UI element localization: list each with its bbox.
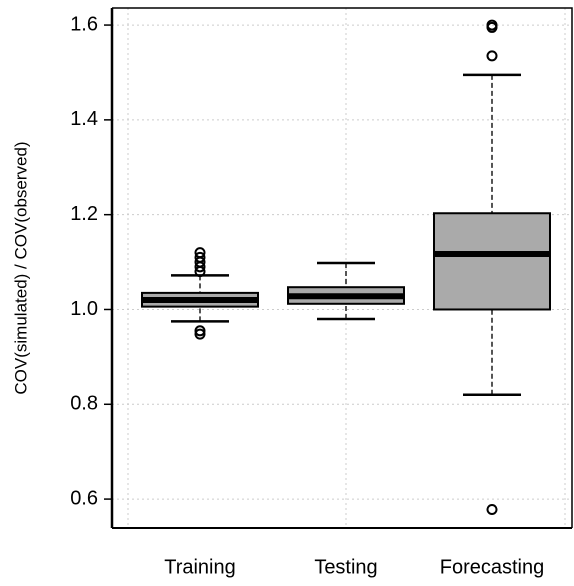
- y-tick-label: 1.4: [70, 108, 98, 130]
- y-tick-label: 1.6: [70, 13, 98, 35]
- outlier: [194, 247, 206, 259]
- x-tick-label: Testing: [314, 556, 377, 578]
- outlier: [486, 19, 498, 31]
- box: [433, 212, 551, 311]
- x-tick-label: Training: [164, 556, 236, 578]
- y-tick-label: 1.2: [70, 203, 98, 225]
- y-tick-label: 0.8: [70, 393, 98, 415]
- y-axis-label: COV(simulated) / COV(observed): [11, 141, 30, 394]
- outlier: [194, 325, 206, 337]
- y-tick-label: 0.6: [70, 487, 98, 509]
- outlier: [194, 251, 206, 263]
- outlier: [486, 504, 498, 516]
- x-tick-label: Forecasting: [440, 556, 545, 578]
- y-tick-label: 1.0: [70, 298, 98, 320]
- outlier: [194, 328, 206, 340]
- outlier: [486, 50, 498, 62]
- axis-frame: [112, 7, 573, 528]
